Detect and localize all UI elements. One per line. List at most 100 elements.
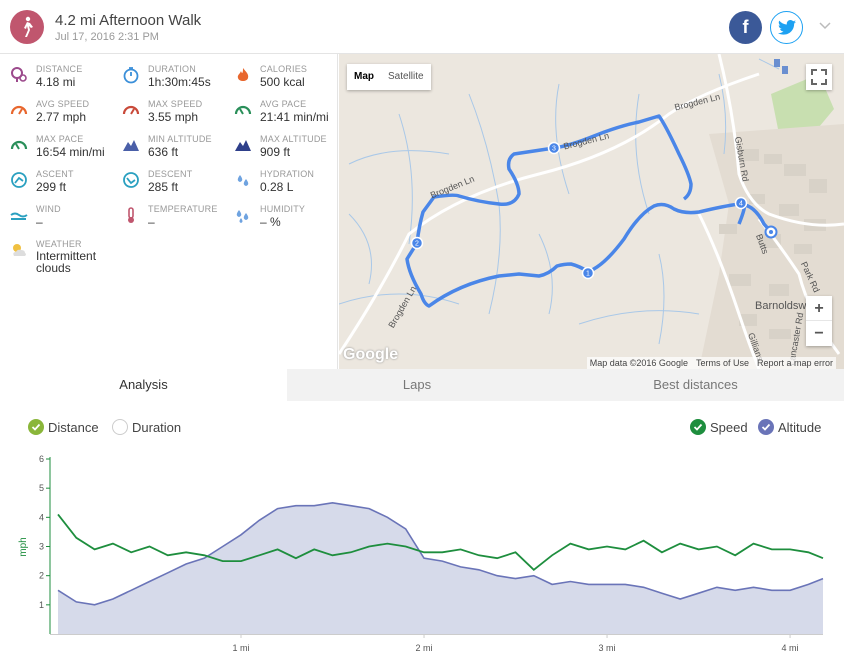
stat-distance: DISTANCE 4.18 mi <box>0 64 112 98</box>
distance-toggle-label: Distance <box>48 420 99 435</box>
wind-icon <box>10 212 28 220</box>
stat-calories: CALORIES 500 kcal <box>224 64 336 98</box>
stat-label: DISTANCE <box>36 64 83 74</box>
stat-label: AVG PACE <box>260 99 307 109</box>
zoom-control: + − <box>806 296 832 346</box>
x-tick-label: 3 mi <box>599 643 616 653</box>
mountain-icon <box>123 140 139 151</box>
speed-series-toggle[interactable]: Speed <box>690 419 748 435</box>
y-tick-label: 5 <box>39 483 44 493</box>
report-map-error-link[interactable]: Report a map error <box>756 358 833 368</box>
x-tick-label: 1 mi <box>233 643 250 653</box>
fullscreen-button[interactable] <box>806 64 832 90</box>
walking-icon <box>10 10 44 44</box>
analysis-chart[interactable]: mph 1 2 3 4 5 6 1 mi 2 mi 3 mi 4 mi <box>0 401 844 662</box>
svg-text:2: 2 <box>415 241 419 248</box>
descent-icon <box>123 172 139 188</box>
stat-value: – <box>36 215 43 229</box>
analysis-panel: Distance Duration Speed Altitude mph 1 2 3… <box>0 401 844 662</box>
stat-value: – % <box>260 215 281 229</box>
terms-of-use-link[interactable]: Terms of Use <box>695 358 749 368</box>
y-tick-label: 3 <box>39 542 44 552</box>
stat-label: HYDRATION <box>260 169 315 179</box>
y-tick-label: 4 <box>39 512 44 522</box>
map-type-map-button[interactable]: Map <box>354 71 374 82</box>
duration-toggle[interactable]: Duration <box>112 419 181 435</box>
map-type-toggle: Map Satellite <box>347 64 431 90</box>
stat-duration: DURATION 1h:30m:45s <box>112 64 224 98</box>
stat-humidity: HUMIDITY – % <box>224 204 336 238</box>
tab-laps[interactable]: Laps <box>402 377 432 392</box>
zoom-in-button[interactable]: + <box>806 296 832 321</box>
humidity-drops-icon <box>236 210 249 223</box>
stat-label: MAX SPEED <box>148 99 203 109</box>
stat-hydration: HYDRATION 0.28 L <box>224 169 336 203</box>
google-logo: Google <box>343 346 399 363</box>
map-canvas[interactable]: 1 2 3 4 <box>339 54 844 369</box>
facebook-icon[interactable]: f <box>729 11 762 44</box>
stat-label: WEATHER <box>36 239 82 249</box>
route-map[interactable]: 1 2 3 4 Brogden Ln Brogden Ln Brogden Ln… <box>339 54 844 369</box>
fullscreen-icon <box>811 69 827 85</box>
stat-value: 636 ft <box>148 145 179 159</box>
stat-label: DURATION <box>148 64 196 74</box>
stat-value: – <box>148 215 155 229</box>
activity-date: Jul 17, 2016 2:31 PM <box>55 31 159 43</box>
duration-toggle-label: Duration <box>132 420 182 435</box>
x-tick-label: 4 mi <box>782 643 799 653</box>
stat-label: WIND <box>36 204 61 214</box>
flame-icon <box>237 68 249 81</box>
svg-text:3: 3 <box>552 146 556 153</box>
stat-value: 3.55 mph <box>148 110 199 124</box>
stat-weather: WEATHER Intermittent clouds <box>0 239 112 274</box>
mountain-icon <box>235 140 251 151</box>
weather-cloud-icon <box>13 244 26 256</box>
speedometer-icon <box>10 105 28 115</box>
activity-header: 4.2 mi Afternoon Walk Jul 17, 2016 2:31 … <box>0 0 844 54</box>
distance-toggle[interactable]: Distance <box>28 419 99 435</box>
tab-analysis[interactable]: Analysis <box>0 369 287 401</box>
y-tick-label: 1 <box>39 600 44 610</box>
stat-avg-speed: AVG SPEED 2.77 mph <box>0 99 112 133</box>
check-icon <box>758 419 774 435</box>
map-type-satellite-button[interactable]: Satellite <box>388 71 424 82</box>
stats-panel: DISTANCE 4.18 mi DURATION 1h:30m:45s CALORIE… <box>0 54 338 369</box>
stat-label: MAX ALTITUDE <box>260 134 327 144</box>
stat-temperature: TEMPERATURE – <box>112 204 224 238</box>
stat-wind: WIND – <box>0 204 112 238</box>
chevron-down-icon[interactable] <box>819 22 831 30</box>
y-tick-label: 6 <box>39 454 44 464</box>
stat-value: 909 ft <box>260 145 291 159</box>
tab-best-distances[interactable]: Best distances <box>653 377 738 392</box>
stat-label: TEMPERATURE <box>148 204 218 214</box>
stat-value: Intermittent clouds <box>36 249 97 275</box>
stat-descent: DESCENT 285 ft <box>112 169 224 203</box>
pace-gauge-icon <box>234 105 252 115</box>
stat-value: 2.77 mph <box>36 110 87 124</box>
check-icon <box>28 419 44 435</box>
stat-label: AVG SPEED <box>36 99 90 109</box>
stat-value: 21:41 min/mi <box>260 110 329 124</box>
twitter-icon[interactable] <box>770 11 803 44</box>
pace-gauge-icon <box>10 140 28 150</box>
y-axis-label: mph <box>18 537 29 556</box>
stat-label: MIN ALTITUDE <box>148 134 212 144</box>
water-drops-icon <box>237 175 249 186</box>
map-attribution: Map data ©2016 Google Terms of Use Report … <box>586 357 836 369</box>
stat-label: DESCENT <box>148 169 193 179</box>
activity-title: 4.2 mi Afternoon Walk <box>55 12 202 29</box>
altitude-line <box>57 501 824 606</box>
altitude-series-label: Altitude <box>778 420 822 435</box>
stopwatch-icon <box>123 67 139 84</box>
svg-text:1: 1 <box>586 271 590 278</box>
radio-icon <box>112 419 128 435</box>
analysis-tabs: Analysis Laps Best distances <box>0 369 844 401</box>
speed-series-label: Speed <box>710 420 748 435</box>
stat-value: 500 kcal <box>260 75 305 89</box>
altitude-series-toggle[interactable]: Altitude <box>758 419 821 435</box>
stat-value: 285 ft <box>148 180 179 194</box>
zoom-out-button[interactable]: − <box>814 325 824 342</box>
stat-label: ASCENT <box>36 169 74 179</box>
stat-max-altitude: MAX ALTITUDE 909 ft <box>224 134 336 168</box>
